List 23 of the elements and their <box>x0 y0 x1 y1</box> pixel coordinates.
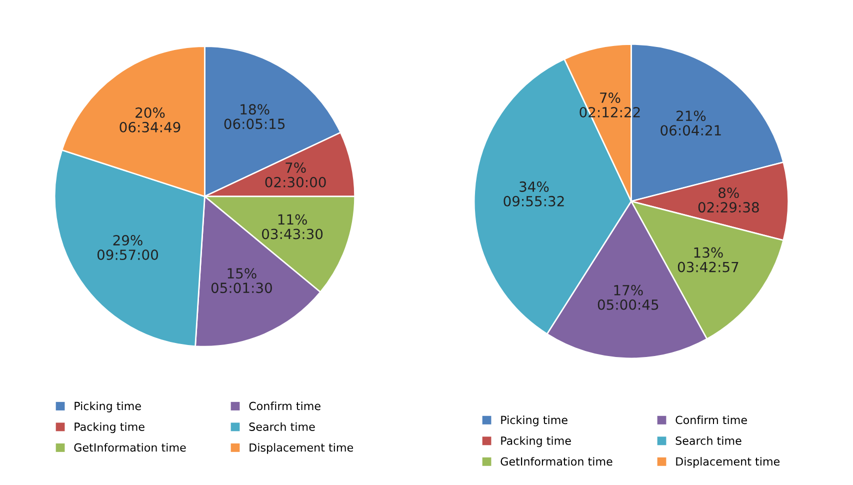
legend-label: Displacement time <box>676 457 780 468</box>
legend-label: Search time <box>676 436 742 445</box>
data-label: 18% 06:05:15 <box>224 104 285 130</box>
legend-label: Picking time <box>74 402 141 412</box>
legend-label: Search time <box>249 422 315 431</box>
legend-label: GetInformation time <box>500 457 612 466</box>
data-label: 8% 02:29:38 <box>698 188 759 213</box>
legend-label: GetInformation time <box>74 443 186 452</box>
legend-label: Displacement time <box>250 443 354 454</box>
data-label: 20% 06:34:49 <box>120 107 180 132</box>
data-label: 7% 02:30:00 <box>265 162 326 188</box>
data-label: 17% 05:00:45 <box>598 284 658 310</box>
legend-label: Confirm time <box>676 416 747 424</box>
legend-label: Packing time <box>501 436 571 448</box>
legend-label: Picking time <box>501 416 568 426</box>
data-label: 15% 05:01:30 <box>211 268 272 294</box>
data-label: 34% 09:55:32 <box>504 181 564 206</box>
data-label: 13% 03:42:57 <box>678 247 738 272</box>
legend-label: Confirm time <box>249 402 320 410</box>
data-label: 29% 09:57:00 <box>97 235 158 260</box>
legend-label: Packing time <box>74 422 144 434</box>
data-label: 21% 06:04:21 <box>660 110 721 136</box>
data-label: 11% 03:43:30 <box>262 214 323 240</box>
